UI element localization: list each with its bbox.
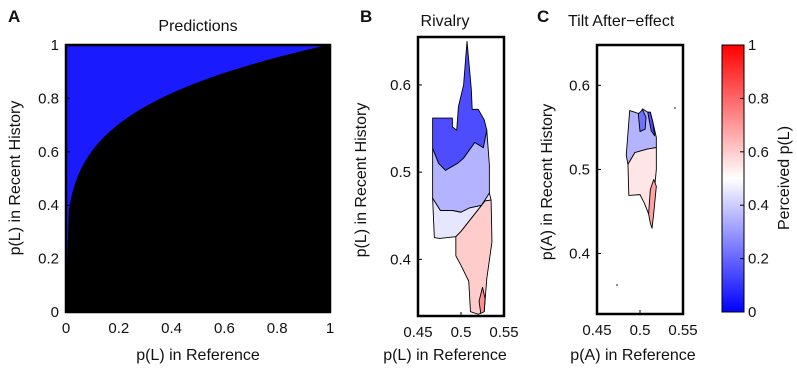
panel-c-speck bbox=[674, 107, 676, 109]
panel-c-xtick-label: 0.5 bbox=[630, 322, 651, 339]
contour-line bbox=[66, 45, 330, 312]
panel-c-speck bbox=[616, 284, 618, 286]
panel-a-ytick-label: 0 bbox=[51, 304, 59, 321]
colorbar-gradient-bar bbox=[721, 44, 745, 313]
panel-a-xlabel: p(L) in Reference bbox=[136, 347, 260, 364]
contour-region bbox=[648, 179, 657, 229]
contour-line bbox=[66, 45, 330, 312]
panel-a-ytick-label: 0.8 bbox=[38, 90, 59, 107]
panel-a-ytick-label: 0.4 bbox=[38, 197, 59, 214]
panel-a-xtick-label: 0.4 bbox=[161, 320, 182, 337]
colorbar-tick-label: 1 bbox=[748, 37, 756, 54]
panel-a-contour-field bbox=[66, 45, 330, 312]
contour-line bbox=[66, 45, 330, 312]
panel-b-contour-field bbox=[432, 40, 493, 315]
panel-b-xtick-label: 0.55 bbox=[489, 324, 518, 341]
panel-b-xtick-label: 0.45 bbox=[403, 324, 432, 341]
colorbar: 0 0.2 0.4 0.6 0.8 1 Perceived p(L) bbox=[721, 37, 793, 321]
panel-b-axes: 0.45 0.5 0.55 0.4 0.5 0.6 bbox=[390, 77, 518, 341]
panel-c-xtick-label: 0.45 bbox=[582, 322, 611, 339]
contour-region bbox=[637, 109, 647, 133]
contour-region bbox=[647, 111, 656, 137]
panel-a-ylabel: p(L) in Recent History bbox=[7, 101, 24, 256]
contour-band bbox=[66, 45, 330, 312]
panel-a-xtick-label: 1 bbox=[326, 320, 334, 337]
contour-line bbox=[66, 45, 330, 312]
panel-c: C Tilt After−effect 0.45 0.5 0.55 0.4 0.5 0.6… bbox=[537, 7, 698, 364]
panel-b: B Rivalry 0.45 0.5 0.55 0.4 0.5 0.6 p(L) in R… bbox=[353, 7, 519, 364]
colorbar-tick-label: 0.4 bbox=[748, 197, 769, 214]
contour-region bbox=[478, 286, 486, 314]
panel-a-xtick-label: 0.8 bbox=[267, 320, 288, 337]
panel-letter-b: B bbox=[360, 7, 372, 26]
panel-a: A Predictions 0 0.2 0.4 0.6 0.8 1 0 0.2 0.4 0.6 0.… bbox=[7, 7, 334, 364]
panel-a-ytick-label: 0.6 bbox=[38, 144, 59, 161]
contour-line bbox=[66, 45, 330, 312]
panel-b-ytick-label: 0.5 bbox=[390, 164, 411, 181]
colorbar-tick-label: 0.2 bbox=[748, 251, 769, 268]
colorbar-tick-label: 0.8 bbox=[748, 90, 769, 107]
panel-c-xlabel: p(A) in Reference bbox=[570, 347, 695, 364]
panel-a-axes: 0 0.2 0.4 0.6 0.8 1 0 0.2 0.4 0.6 0.8 1 bbox=[38, 37, 334, 337]
panel-c-xtick-label: 0.55 bbox=[668, 322, 697, 339]
panel-letter-a: A bbox=[8, 7, 20, 26]
panel-c-ytick-label: 0.6 bbox=[569, 77, 590, 94]
panel-a-xtick-label: 0 bbox=[62, 320, 70, 337]
panel-a-xtick-label: 0.6 bbox=[214, 320, 235, 337]
panel-a-title: Predictions bbox=[158, 18, 237, 35]
panel-c-ytick-label: 0.4 bbox=[569, 245, 590, 262]
panel-c-ytick-label: 0.5 bbox=[569, 161, 590, 178]
panel-b-ytick-label: 0.4 bbox=[390, 251, 411, 268]
colorbar-tick-label: 0 bbox=[748, 304, 756, 321]
panel-a-frame bbox=[64, 43, 332, 314]
panel-c-title: Tilt After−effect bbox=[568, 13, 675, 30]
colorbar-tick-label: 0.6 bbox=[748, 144, 769, 161]
colorbar-ticks: 0 0.2 0.4 0.6 0.8 1 bbox=[740, 37, 769, 321]
panel-b-xtick-label: 0.5 bbox=[451, 324, 472, 341]
panel-a-ytick-label: 0.2 bbox=[38, 251, 59, 268]
colorbar-label: Perceived p(L) bbox=[776, 126, 793, 230]
contour-line bbox=[66, 45, 330, 312]
panel-c-axes: 0.45 0.5 0.55 0.4 0.5 0.6 bbox=[569, 77, 697, 339]
contour-line bbox=[66, 45, 330, 312]
panel-b-ytick-label: 0.6 bbox=[390, 77, 411, 94]
panel-a-xtick-label: 0.2 bbox=[108, 320, 129, 337]
panel-c-ylabel: p(A) in Recent History bbox=[539, 104, 556, 261]
contour-region bbox=[432, 192, 492, 239]
panel-b-ylabel: p(L) in Recent History bbox=[353, 103, 370, 258]
contour-line bbox=[66, 45, 330, 312]
panel-letter-c: C bbox=[537, 7, 549, 26]
panel-b-title: Rivalry bbox=[421, 13, 470, 30]
panel-a-ytick-label: 1 bbox=[51, 37, 59, 54]
panel-c-contour-field bbox=[625, 108, 657, 229]
panel-b-xlabel: p(L) in Reference bbox=[383, 347, 507, 364]
